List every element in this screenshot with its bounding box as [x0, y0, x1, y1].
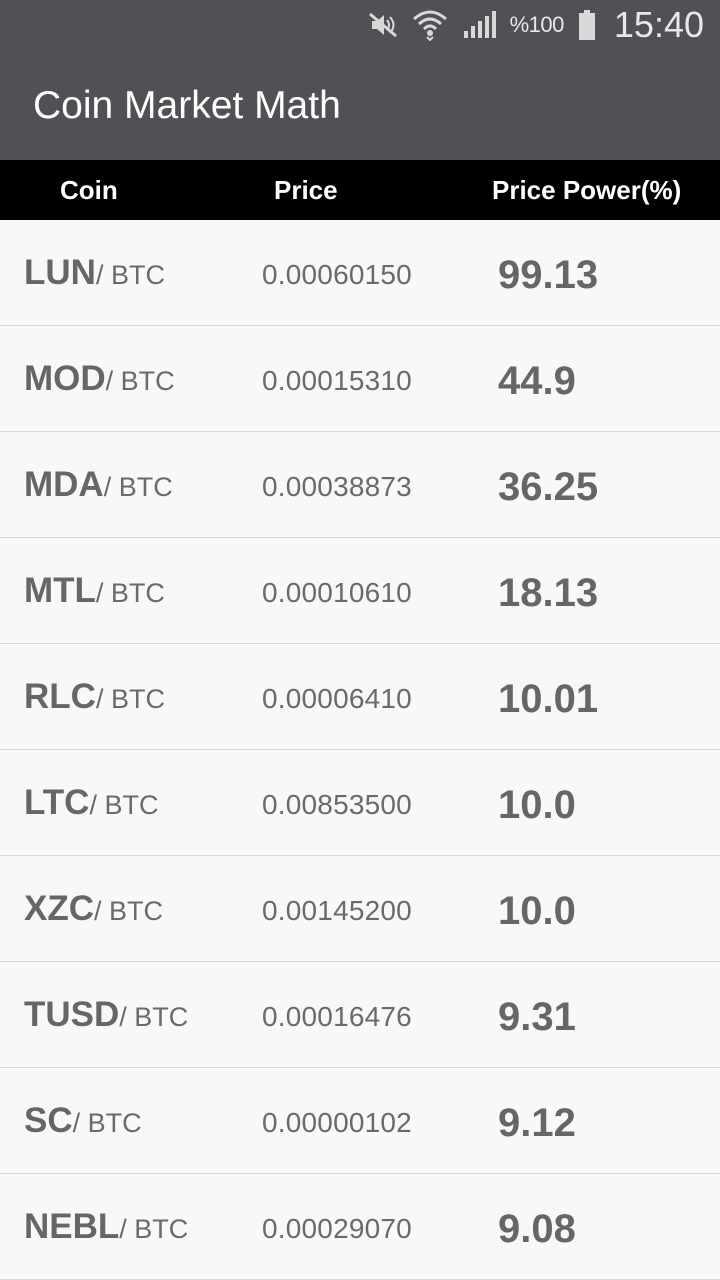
- battery-percent: %100: [509, 12, 565, 37]
- coin-symbol: MOD/ BTC: [24, 359, 175, 399]
- list-item[interactable]: SC/ BTC 0.00000102 9.12: [0, 1068, 720, 1174]
- status-icons: %100 15:40: [368, 0, 704, 50]
- price-power: 9.08: [498, 1207, 576, 1251]
- list-item[interactable]: LUN/ BTC 0.00060150 99.13: [0, 220, 720, 326]
- coin-price: 0.00145200: [262, 895, 412, 926]
- coin-symbol: TUSD/ BTC: [24, 995, 188, 1035]
- quote-currency: / BTC: [119, 1002, 189, 1032]
- table-header: Coin Price Price Power(%): [0, 160, 720, 220]
- price-power: 99.13: [498, 253, 599, 297]
- battery-icon: [578, 10, 596, 40]
- coin-price: 0.00038873: [262, 471, 412, 502]
- coin-price: 0.00000102: [262, 1107, 412, 1138]
- coin-symbol: MDA/ BTC: [24, 465, 173, 505]
- coin-ticker: MTL: [24, 571, 96, 610]
- coin-ticker: XZC: [24, 889, 94, 928]
- price-power: 36.25: [498, 465, 599, 509]
- coin-symbol: LTC/ BTC: [24, 783, 158, 823]
- coin-ticker: MOD: [24, 359, 106, 398]
- quote-currency: / BTC: [72, 1108, 142, 1138]
- header-price-power: Price Power(%): [492, 175, 682, 205]
- header-price: Price: [274, 175, 338, 205]
- list-item[interactable]: TUSD/ BTC 0.00016476 9.31: [0, 962, 720, 1068]
- price-power: 9.12: [498, 1101, 576, 1145]
- coin-ticker: TUSD: [24, 995, 120, 1034]
- price-power: 18.13: [498, 571, 599, 615]
- quote-currency: / BTC: [89, 790, 159, 820]
- coin-symbol: LUN/ BTC: [24, 253, 165, 293]
- price-power: 10.0: [498, 889, 576, 933]
- mute-icon: [368, 12, 398, 38]
- coin-price: 0.00060150: [262, 259, 412, 290]
- coin-price: 0.00016476: [262, 1001, 412, 1032]
- app-bar: Coin Market Math: [0, 50, 720, 160]
- coin-symbol: SC/ BTC: [24, 1101, 142, 1141]
- quote-currency: / BTC: [95, 684, 165, 714]
- list-item[interactable]: NEBL/ BTC 0.00029070 9.08: [0, 1174, 720, 1280]
- quote-currency: / BTC: [119, 1214, 189, 1244]
- coin-ticker: NEBL: [24, 1207, 120, 1246]
- wifi-icon: [412, 9, 448, 41]
- list-item[interactable]: MDA/ BTC 0.00038873 36.25: [0, 432, 720, 538]
- coin-symbol: RLC/ BTC: [24, 677, 165, 717]
- coin-symbol: NEBL/ BTC: [24, 1207, 188, 1247]
- list-item[interactable]: RLC/ BTC 0.00006410 10.01: [0, 644, 720, 750]
- coin-list[interactable]: LUN/ BTC 0.00060150 99.13 MOD/ BTC 0.000…: [0, 220, 720, 1280]
- quote-currency: / BTC: [103, 472, 173, 502]
- coin-price: 0.00010610: [262, 577, 412, 608]
- header-coin: Coin: [60, 175, 118, 205]
- quote-currency: / BTC: [95, 260, 165, 290]
- list-item[interactable]: LTC/ BTC 0.00853500 10.0: [0, 750, 720, 856]
- coin-price: 0.00853500: [262, 789, 412, 820]
- price-power: 44.9: [498, 359, 576, 403]
- coin-price: 0.00029070: [262, 1213, 412, 1244]
- app-title: Coin Market Math: [33, 84, 341, 127]
- coin-symbol: MTL/ BTC: [24, 571, 165, 611]
- coin-symbol: XZC/ BTC: [24, 889, 163, 929]
- coin-ticker: MDA: [24, 465, 104, 504]
- signal-icon: [462, 11, 496, 39]
- coin-ticker: RLC: [24, 677, 96, 716]
- list-item[interactable]: MOD/ BTC 0.00015310 44.9: [0, 326, 720, 432]
- price-power: 10.0: [498, 783, 576, 827]
- coin-ticker: LTC: [24, 783, 90, 822]
- quote-currency: / BTC: [105, 366, 175, 396]
- coin-price: 0.00015310: [262, 365, 412, 396]
- coin-ticker: SC: [24, 1101, 73, 1140]
- status-clock: 15:40: [613, 4, 704, 45]
- list-item[interactable]: XZC/ BTC 0.00145200 10.0: [0, 856, 720, 962]
- list-item[interactable]: MTL/ BTC 0.00010610 18.13: [0, 538, 720, 644]
- coin-ticker: LUN: [24, 253, 96, 292]
- quote-currency: / BTC: [94, 896, 164, 926]
- quote-currency: / BTC: [95, 578, 165, 608]
- price-power: 9.31: [498, 995, 576, 1039]
- coin-price: 0.00006410: [262, 683, 412, 714]
- price-power: 10.01: [498, 677, 599, 721]
- status-bar: %100 15:40: [0, 0, 720, 50]
